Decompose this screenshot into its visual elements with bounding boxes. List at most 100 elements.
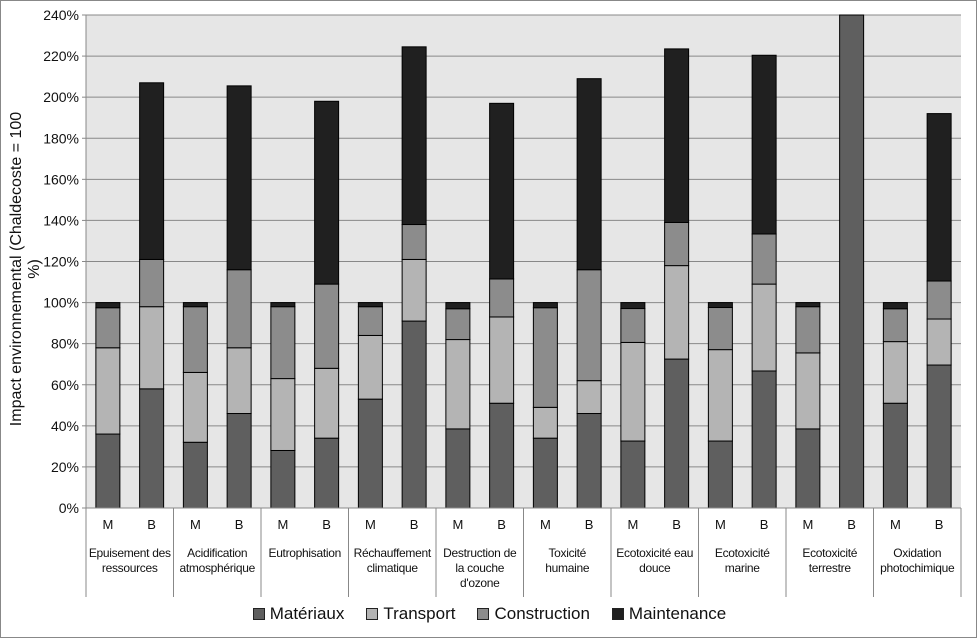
bar-matériaux (489, 402, 515, 509)
bar-construction (357, 306, 383, 336)
subcategory-label: M (452, 517, 463, 532)
bar-construction (314, 283, 340, 369)
bar-transport (664, 265, 690, 360)
bar-maintenance (226, 85, 252, 271)
bar-construction (620, 308, 646, 343)
y-tick-label: 180% (43, 130, 79, 146)
subcategory-label: M (802, 517, 813, 532)
group-label: photochimique (880, 561, 955, 575)
bar-matériaux (270, 449, 296, 509)
legend-label: Transport (383, 604, 456, 623)
group-label: Oxidation (893, 546, 941, 560)
legend-item: Transport (366, 604, 455, 624)
bar-construction (926, 280, 952, 320)
bar-transport (182, 371, 208, 443)
bar-matériaux (401, 320, 427, 509)
bar-maintenance (401, 46, 427, 226)
subcategory-label: M (190, 517, 201, 532)
bar-transport (357, 334, 383, 400)
bar-maintenance (882, 302, 908, 310)
group-label: atmosphérique (180, 561, 256, 575)
group-label: douce (639, 561, 671, 575)
bar-matériaux (926, 364, 952, 509)
bar-construction (226, 269, 252, 349)
legend-swatch (366, 608, 379, 620)
subcategory-label: M (715, 517, 726, 532)
bar-maintenance (664, 48, 690, 223)
bar-maintenance (795, 302, 821, 308)
y-tick-label: 40% (51, 418, 79, 434)
bar-matériaux (95, 433, 121, 509)
bar-transport (95, 347, 121, 435)
group-label: Destruction de (443, 546, 517, 560)
bar-matériaux (795, 428, 821, 509)
legend-item: Construction (477, 604, 590, 624)
bar-construction (707, 307, 733, 351)
subcategory-label: M (890, 517, 901, 532)
bar-matériaux (445, 428, 471, 509)
bar-transport (270, 378, 296, 451)
subcategory-label: B (760, 517, 769, 532)
bar-construction (664, 221, 690, 267)
bar-maintenance (182, 302, 208, 308)
bar-construction (795, 306, 821, 354)
bar-construction (532, 307, 558, 408)
bar-construction (182, 306, 208, 373)
subcategory-label: B (672, 517, 681, 532)
bar-matériaux (751, 370, 777, 509)
bar-transport (576, 380, 602, 415)
y-tick-label: 140% (43, 212, 79, 228)
bar-transport (489, 316, 515, 404)
bar-construction (139, 258, 165, 308)
legend-label: Matériaux (269, 604, 345, 623)
bar-matériaux (357, 398, 383, 509)
group-label: Ecotoxicité eau (616, 546, 693, 560)
bar-transport (882, 341, 908, 404)
subcategory-label: B (322, 517, 331, 532)
y-tick-label: 100% (43, 295, 79, 311)
subcategory-label: M (277, 517, 288, 532)
legend-label: Construction (494, 604, 590, 623)
bar-matériaux (314, 437, 340, 509)
legend-swatch (252, 608, 265, 620)
group-label: terrestre (809, 561, 852, 575)
group-label: la couche (455, 561, 504, 575)
y-tick-label: 80% (51, 336, 79, 352)
legend-swatch (611, 608, 624, 620)
bar-transport (401, 258, 427, 322)
bar-maintenance (532, 302, 558, 309)
subcategory-label: M (365, 517, 376, 532)
subcategory-label: M (627, 517, 638, 532)
bar-maintenance (751, 54, 777, 235)
group-label: Epuisement des (89, 546, 171, 560)
group-label: marine (725, 561, 761, 575)
bar-transport (139, 306, 165, 390)
bar-transport (707, 349, 733, 442)
subcategory-label: B (147, 517, 156, 532)
bar-construction (576, 269, 602, 382)
subcategory-label: B (585, 517, 594, 532)
bar-transport (445, 339, 471, 430)
legend-label: Maintenance (628, 604, 727, 623)
bar-transport (795, 352, 821, 430)
bar-construction (270, 306, 296, 380)
bar-transport (532, 406, 558, 439)
group-label: Eutrophisation (268, 546, 341, 560)
y-tick-label: 0% (59, 500, 79, 516)
bar-matériaux (620, 440, 646, 509)
bar-construction (95, 307, 121, 349)
group-label: Ecotoxicité (715, 546, 770, 560)
y-tick-label: 240% (43, 7, 79, 23)
bar-matériaux (182, 441, 208, 509)
group-label: Ecotoxicité (802, 546, 857, 560)
bar-matériaux (226, 413, 252, 509)
bar-maintenance (95, 302, 121, 309)
y-axis-label: Impact environnemental (Chaldecoste = 10… (8, 111, 43, 427)
group-label: Toxicité (548, 546, 586, 560)
y-tick-label: 200% (43, 89, 79, 105)
bar-transport (751, 283, 777, 372)
bar-construction (751, 233, 777, 285)
bar-matériaux (707, 440, 733, 509)
bar-maintenance (576, 78, 602, 271)
y-tick-label: 220% (43, 48, 79, 64)
